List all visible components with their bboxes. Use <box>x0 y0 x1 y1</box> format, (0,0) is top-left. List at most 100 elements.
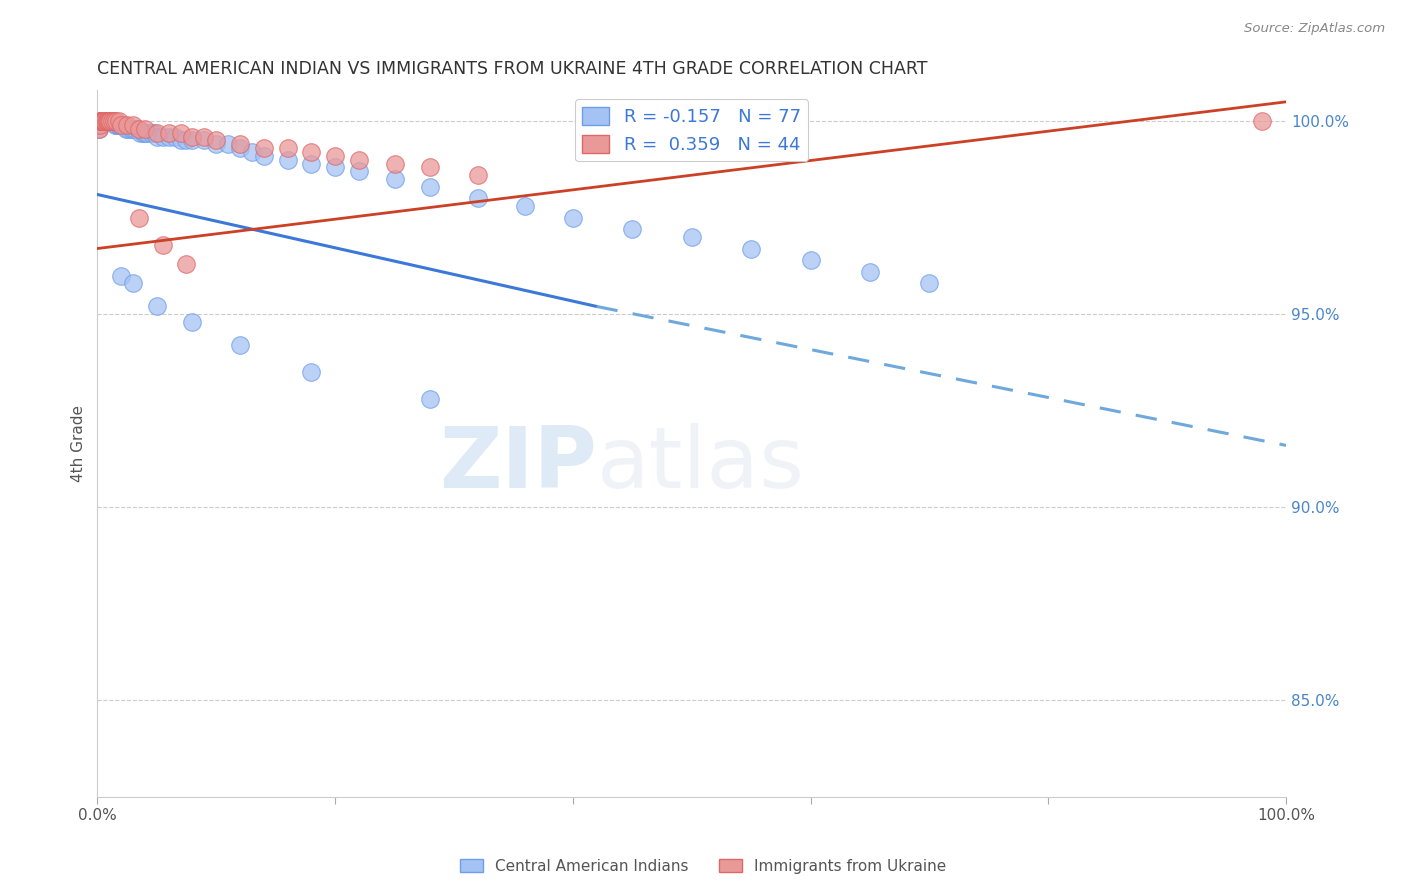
Point <box>110 118 132 132</box>
Point <box>229 338 252 352</box>
Point <box>87 121 110 136</box>
Point <box>96 114 118 128</box>
Point <box>181 315 204 329</box>
Point <box>515 199 537 213</box>
Point <box>97 114 120 128</box>
Point <box>105 118 128 132</box>
Point <box>93 114 115 128</box>
Point <box>91 114 114 128</box>
Point <box>91 114 114 128</box>
Point <box>94 114 117 128</box>
Point <box>107 114 129 128</box>
Point <box>240 145 263 159</box>
Point <box>110 268 132 283</box>
Point <box>419 179 441 194</box>
Point <box>98 114 121 128</box>
Point <box>117 121 139 136</box>
Text: CENTRAL AMERICAN INDIAN VS IMMIGRANTS FROM UKRAINE 4TH GRADE CORRELATION CHART: CENTRAL AMERICAN INDIAN VS IMMIGRANTS FR… <box>97 60 928 78</box>
Point <box>146 129 169 144</box>
Point <box>101 114 124 128</box>
Point <box>103 114 125 128</box>
Point <box>157 126 180 140</box>
Point <box>97 114 120 128</box>
Point <box>91 114 114 128</box>
Point <box>467 168 489 182</box>
Point <box>169 133 191 147</box>
Point <box>87 121 110 136</box>
Point <box>229 141 252 155</box>
Point <box>128 121 150 136</box>
Point <box>419 392 441 406</box>
Point <box>139 126 162 140</box>
Point <box>129 126 152 140</box>
Point <box>91 114 114 128</box>
Point <box>122 121 145 136</box>
Text: atlas: atlas <box>596 423 804 506</box>
Point <box>176 257 198 271</box>
Point <box>1251 114 1274 128</box>
Point <box>181 129 204 144</box>
Point <box>152 129 174 144</box>
Point <box>229 137 252 152</box>
Text: Source: ZipAtlas.com: Source: ZipAtlas.com <box>1244 22 1385 36</box>
Point <box>91 114 114 128</box>
Point <box>299 156 322 170</box>
Point <box>561 211 583 225</box>
Point <box>299 365 322 379</box>
Point <box>217 137 239 152</box>
Point <box>100 114 122 128</box>
Point <box>122 118 145 132</box>
Point <box>299 145 322 159</box>
Point <box>253 141 276 155</box>
Point <box>323 149 346 163</box>
Point <box>108 118 131 132</box>
Point <box>152 237 174 252</box>
Point <box>859 265 882 279</box>
Point <box>110 118 132 132</box>
Point <box>127 121 149 136</box>
Point <box>128 211 150 225</box>
Point <box>105 114 128 128</box>
Point <box>277 153 299 167</box>
Point <box>323 161 346 175</box>
Point <box>96 114 118 128</box>
Point <box>96 114 118 128</box>
Point <box>384 156 406 170</box>
Point <box>799 253 821 268</box>
Point <box>163 129 186 144</box>
Point <box>347 153 370 167</box>
Point <box>89 114 111 128</box>
Point <box>93 114 115 128</box>
Point <box>89 118 111 132</box>
Point <box>136 126 159 140</box>
Point <box>90 114 112 128</box>
Point <box>176 133 198 147</box>
Point <box>205 137 228 152</box>
Point <box>91 114 114 128</box>
Point <box>740 242 762 256</box>
Point <box>143 126 166 140</box>
Point <box>681 230 703 244</box>
Point <box>122 277 145 291</box>
Point <box>277 141 299 155</box>
Point <box>621 222 644 236</box>
Point <box>94 114 117 128</box>
Point <box>103 114 125 128</box>
Point <box>134 126 156 140</box>
Point <box>467 191 489 205</box>
Point <box>124 121 146 136</box>
Legend: R = -0.157   N = 77, R =  0.359   N = 44: R = -0.157 N = 77, R = 0.359 N = 44 <box>575 99 808 161</box>
Point <box>157 129 180 144</box>
Point <box>115 121 138 136</box>
Point <box>93 114 115 128</box>
Point <box>91 114 114 128</box>
Point <box>98 114 121 128</box>
Text: ZIP: ZIP <box>439 423 596 506</box>
Point <box>112 118 135 132</box>
Point <box>384 172 406 186</box>
Point <box>89 118 111 132</box>
Point <box>169 126 191 140</box>
Point <box>918 277 941 291</box>
Point <box>419 161 441 175</box>
Point <box>90 114 112 128</box>
